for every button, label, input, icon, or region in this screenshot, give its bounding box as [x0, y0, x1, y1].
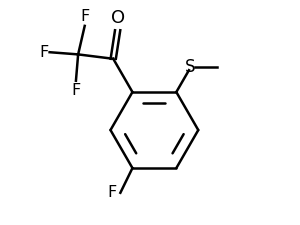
Text: S: S — [185, 58, 196, 76]
Text: F: F — [80, 9, 89, 24]
Text: O: O — [111, 9, 125, 27]
Text: F: F — [108, 185, 117, 200]
Text: F: F — [71, 83, 81, 98]
Text: F: F — [39, 45, 49, 60]
